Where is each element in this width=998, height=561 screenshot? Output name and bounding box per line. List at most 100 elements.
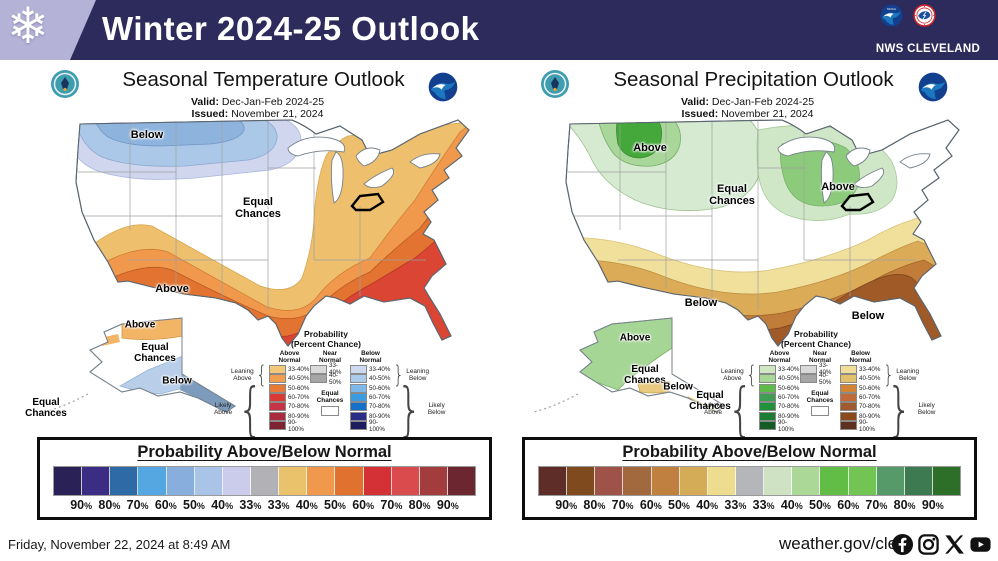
colorbar-swatch — [820, 467, 849, 495]
legend-swatch — [840, 383, 857, 393]
legend-range-label: 90-100% — [778, 418, 794, 433]
legend-swatch — [840, 421, 857, 431]
colorbar-label: 40% — [211, 498, 234, 512]
colorbar-label: 90% — [70, 498, 93, 512]
legend-range-label: 33-40% — [329, 362, 342, 377]
ak-label-equal-chances: Equal Chances — [134, 342, 176, 364]
legend-row: 90-100% — [350, 419, 391, 433]
svg-text:NOAA: NOAA — [887, 7, 897, 11]
legend-swatch — [759, 374, 776, 384]
legend-title: Probability (Percent Chance) — [291, 329, 361, 349]
colorbar-label: 90% — [555, 498, 578, 512]
colorbar-label: 60% — [352, 498, 375, 512]
legend-swatch — [840, 364, 857, 374]
legend-swatch — [840, 402, 857, 412]
legend-above-header: Above Normal — [278, 350, 301, 364]
legend-range-label: 80-90% — [369, 412, 391, 420]
x-icon[interactable] — [943, 533, 966, 556]
legend-range-label: 40-50% — [859, 375, 881, 383]
legend-row: 60-70% — [269, 392, 310, 402]
brace-icon: { — [727, 375, 754, 443]
header-banner: ❄ Winter 2024-25 Outlook NOAA NWS — [0, 0, 998, 60]
doc-seal-icon — [541, 70, 569, 98]
map-label-above-nw: Above — [633, 142, 667, 154]
legend-swatch — [350, 374, 367, 384]
legend-range-label: 60-70% — [288, 393, 310, 401]
valid-issued-lines: Valid: Dec-Jan-Feb 2024-25 Issued: Novem… — [190, 96, 325, 120]
colorbar-swatch — [54, 467, 83, 495]
colorbar-swatch — [764, 467, 793, 495]
colorbar-label: 33% — [724, 498, 747, 512]
equal-chances-swatch — [321, 406, 339, 417]
legend-swatch — [269, 402, 286, 412]
legend-swatch — [840, 411, 857, 421]
legend-range-label: 60-70% — [859, 393, 881, 401]
legend-range-label: 90-100% — [288, 418, 304, 433]
colorbar-swatch — [651, 467, 680, 495]
youtube-icon[interactable] — [969, 533, 992, 556]
colorbar-swatch — [250, 467, 280, 495]
colorbar-swatch — [848, 467, 877, 495]
colorbar-swatch — [447, 467, 476, 495]
legend-swatch — [759, 421, 776, 431]
legend-equal-chances: Equal Chances — [800, 390, 840, 417]
valid-issued-lines: Valid: Dec-Jan-Feb 2024-25 Issued: Novem… — [680, 96, 815, 120]
legend-swatch — [269, 374, 286, 384]
legend-swatch — [350, 392, 367, 402]
panel-title: Seasonal Temperature Outlook — [122, 68, 405, 91]
legend-range-label: 50-60% — [778, 384, 800, 392]
brace-icon: } — [396, 375, 423, 443]
brace-icon: } — [883, 360, 894, 389]
noaa-logo-icon: NOAA — [880, 4, 903, 27]
temp-colorbar-swatches — [53, 466, 476, 496]
doc-seal-icon — [51, 70, 79, 98]
legend-row: 33-40% — [840, 364, 881, 374]
legend-range-label: 40-50% — [778, 375, 800, 383]
legend-row: 60-70% — [759, 392, 800, 402]
legend-swatch — [800, 374, 817, 384]
legend-row: 80-90% — [269, 411, 310, 421]
legend-swatch — [759, 364, 776, 374]
colorbar-label: 70% — [380, 498, 403, 512]
colorbar-label: 33% — [267, 498, 290, 512]
legend-range-label: 50-60% — [288, 384, 310, 392]
facebook-icon[interactable] — [891, 533, 914, 556]
colorbar-swatch — [595, 467, 624, 495]
temp-probability-colorbar: Probability Above/Below Normal 90% 80% 70%… — [37, 437, 492, 520]
legend-swatch — [350, 364, 367, 374]
legend-row: 40-50% — [759, 374, 800, 384]
legend-range-label: 50-60% — [369, 384, 391, 392]
probability-legend: Probability (Percent Chance) Leaning Abo… — [214, 329, 446, 444]
map-label-equal-chances: Equal Chances — [709, 183, 755, 207]
legend-swatch — [269, 392, 286, 402]
ak-label-equal-chances: Equal Chances — [624, 364, 666, 386]
legend-row: 70-80% — [350, 402, 391, 412]
legend-range-label: 80-90% — [859, 412, 881, 420]
legend-swatch — [840, 374, 857, 384]
social-icons — [891, 533, 992, 556]
colorbar-swatch — [932, 467, 961, 495]
ak-label-below: Below — [663, 381, 693, 393]
legend-range-label: 33-40% — [859, 365, 881, 373]
colorbar-swatch — [391, 467, 420, 495]
legend-range-label: 33-40% — [778, 365, 800, 373]
brace-icon: { — [256, 360, 267, 389]
legend-row: 50-60% — [350, 383, 391, 393]
colorbar-swatch — [166, 467, 195, 495]
legend-equal-chances: Equal Chances — [310, 390, 350, 417]
colorbar-swatch — [735, 467, 765, 495]
colorbar-label: 60% — [837, 498, 860, 512]
brace-icon: { — [746, 360, 757, 389]
legend-row: 90-100% — [759, 419, 800, 433]
equal-chances-swatch — [811, 406, 829, 417]
probability-legend: Probability (Percent Chance) Leaning Abo… — [704, 329, 935, 443]
legend-range-label: 90-100% — [859, 418, 875, 433]
colorbar-label: 80% — [408, 498, 431, 512]
colorbar-swatch — [82, 467, 111, 495]
colorbar-swatch — [222, 467, 251, 495]
instagram-icon[interactable] — [917, 533, 940, 556]
timestamp: Friday, November 22, 2024 at 8:49 AM — [8, 537, 231, 552]
brace-icon: } — [393, 360, 404, 389]
legend-right-labels: } Leaning Below } Likely Below — [393, 360, 446, 444]
legend-row: 40-50% — [350, 374, 391, 384]
